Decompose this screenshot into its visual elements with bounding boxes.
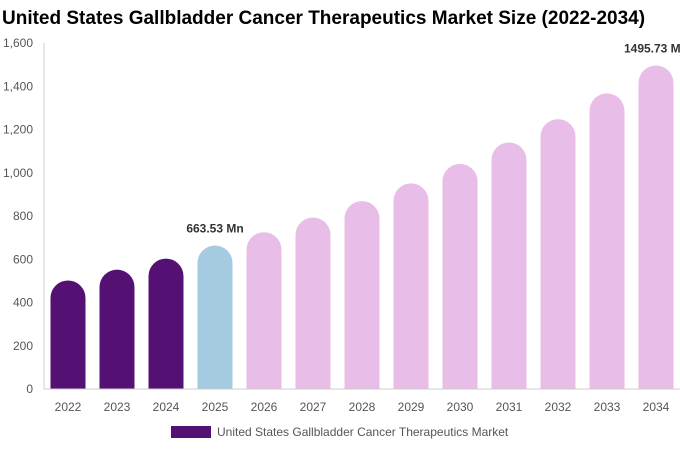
bar-2029 <box>393 183 429 389</box>
legend-swatch <box>171 426 211 438</box>
bar-2030 <box>442 163 478 389</box>
x-tick-label: 2022 <box>55 400 82 414</box>
bar-2031 <box>491 142 527 389</box>
x-tick-label: 2030 <box>447 400 474 414</box>
bar-2024 <box>148 258 184 389</box>
x-tick-label: 2034 <box>643 400 670 414</box>
bar-2025 <box>197 245 233 389</box>
y-tick-label: 1,600 <box>3 36 33 50</box>
x-tick-label: 2027 <box>300 400 327 414</box>
bar-2034 <box>638 65 674 389</box>
bars-group <box>50 65 674 390</box>
y-tick-label: 600 <box>13 252 33 266</box>
legend-label: United States Gallbladder Cancer Therape… <box>217 425 509 439</box>
y-tick-label: 0 <box>26 382 33 396</box>
y-tick-label: 1,200 <box>3 123 33 137</box>
x-tick-label: 2029 <box>398 400 425 414</box>
chart-title: United States Gallbladder Cancer Therape… <box>2 8 646 29</box>
x-tick-label: 2024 <box>153 400 180 414</box>
x-tick-label: 2026 <box>251 400 278 414</box>
x-tick-label: 2028 <box>349 400 376 414</box>
x-tick-label: 2033 <box>594 400 621 414</box>
bar-2026 <box>246 232 282 389</box>
bar-2027 <box>295 217 331 389</box>
x-tick-label: 2031 <box>496 400 523 414</box>
y-tick-label: 1,000 <box>3 166 33 180</box>
bar-2022 <box>50 280 86 389</box>
x-tick-label: 2025 <box>202 400 229 414</box>
bar-2033 <box>589 93 625 389</box>
x-tick-label: 2032 <box>545 400 572 414</box>
bar-2032 <box>540 119 576 390</box>
y-axis: 0 200 400 600 800 1,000 1,200 1,400 1,600 <box>3 36 45 396</box>
y-tick-label: 1,400 <box>3 79 33 93</box>
y-tick-label: 200 <box>13 339 33 353</box>
x-tick-label: 2023 <box>104 400 131 414</box>
data-label-2025: 663.53 Mn <box>186 222 243 236</box>
x-axis: 2022 2023 2024 2025 2026 2027 2028 2029 2030 2031… <box>44 388 680 414</box>
legend: United States Gallbladder Cancer Therape… <box>171 425 508 439</box>
y-tick-label: 800 <box>13 209 33 223</box>
bar-2023 <box>99 269 135 389</box>
data-label-2034: 1495.73 Mn <box>624 42 680 56</box>
y-tick-label: 400 <box>13 296 33 310</box>
data-labels-group: 663.53 Mn 1495.73 Mn <box>186 42 680 236</box>
bar-2028 <box>344 201 380 389</box>
